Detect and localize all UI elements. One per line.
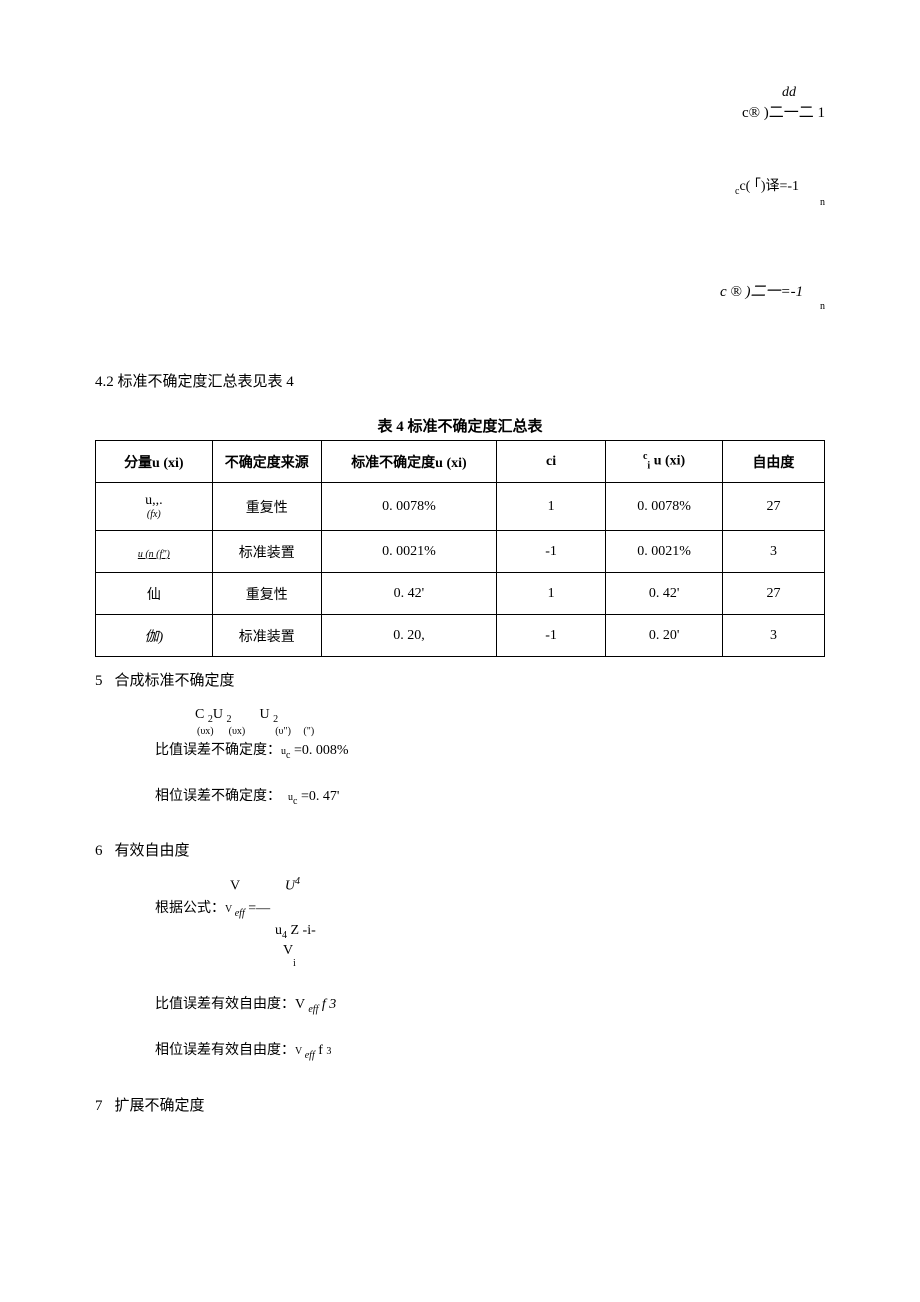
uncertainty-table: 分量u (xi) 不确定度来源 标准不确定度u (xi) ci ci u (xi… [95, 440, 825, 657]
th-std-unc: 标准不确定度u (xi) [321, 441, 496, 483]
th-ci: ci [496, 441, 605, 483]
dof2-label: 相位误差有效自由度： [155, 1043, 295, 1058]
f-c: C [195, 707, 208, 722]
cell-source: 重复性 [212, 573, 321, 615]
table-row: u (n (f") 标准装置 0. 0021% -1 0. 0021% 3 [96, 531, 825, 573]
table-row: 仙 重复性 0. 42' 1 0. 42' 27 [96, 573, 825, 615]
section-5: 5 合成标准不确定度 C 2U 2 U 2 (υx) (υx) (υ") (")… [95, 669, 825, 809]
veff-middle: 根据公式：V eff =— [155, 898, 825, 922]
section-5-formula: C 2U 2 U 2 (υx) (υx) (υ") (") 比值误差不确定度：u… [155, 704, 825, 809]
cell-dof: 27 [722, 483, 824, 531]
phase-unc-line: 相位误差不确定度： uc =0. 47' [155, 786, 825, 810]
table-row: u,,. (fx) 重复性 0. 0078% 1 0. 0078% 27 [96, 483, 825, 531]
u4-sup: 4 [295, 876, 300, 887]
dof1-label: 比值误差有效自由度：V [155, 997, 308, 1012]
cell-std: 0. 0078% [321, 483, 496, 531]
eq2-body: c( ｢)译=-1 [739, 179, 799, 194]
bot-rest: Z -i- [287, 923, 316, 938]
cell-c1a: u,,. [102, 493, 206, 509]
cell-std: 0. 0021% [321, 531, 496, 573]
cell-component: u,,. (fx) [96, 483, 213, 531]
cell-component: u (n (f") [96, 531, 213, 573]
phase-val: =0. 47' [297, 789, 339, 804]
cell-ciu: 0. 0078% [606, 483, 723, 531]
ratio-label: 比值误差不确定度： [155, 743, 281, 758]
section-7-num: 7 [95, 1098, 103, 1115]
eq3-sub: n [820, 301, 825, 312]
section-6-formula: V U4 根据公式：V eff =— u4 Z -i- V i 比值误差有效自由… [155, 874, 825, 1064]
eq1-dd: dd [782, 85, 825, 101]
formula-sub-line: (υx) (υx) (υ") (") [197, 724, 825, 740]
dof2-val: f [315, 1043, 327, 1058]
th-source: 不确定度来源 [212, 441, 321, 483]
table-header-row: 分量u (xi) 不确定度来源 标准不确定度u (xi) ci ci u (xi… [96, 441, 825, 483]
cell-ci: 1 [496, 573, 605, 615]
veff-bot2-sub: i [293, 956, 825, 972]
eq2-sub: n [820, 197, 825, 208]
th-ciu: ci u (xi) [606, 441, 723, 483]
th-dof: 自由度 [722, 441, 824, 483]
section-6-num: 6 [95, 843, 103, 860]
section-5-heading: 5 合成标准不确定度 [95, 669, 825, 690]
dof1-sub: eff [308, 1004, 318, 1015]
cell-c1a: u (n (f") [138, 549, 170, 560]
cell-c1a: 伽) [144, 630, 163, 645]
section-7-heading: 7 扩展不确定度 [95, 1094, 825, 1115]
section-7: 7 扩展不确定度 [95, 1094, 825, 1115]
equation-2: cc( ｢)译=-1 n [735, 175, 825, 208]
formula-prefix: 根据公式： [155, 901, 225, 916]
dof1-val: f 3 [318, 997, 336, 1012]
cell-std: 0. 20, [321, 615, 496, 657]
th-ciu-post: u (xi) [650, 454, 685, 469]
bot-u: u [275, 923, 282, 938]
dof2-sub: eff [302, 1050, 315, 1061]
u4-top: U [285, 879, 295, 894]
dof-ratio-line: 比值误差有效自由度：V eff f 3 [155, 994, 825, 1018]
ratio-unc-line: 比值误差不确定度：uc =0. 008% [155, 740, 825, 764]
veff-sub: eff [232, 908, 245, 919]
section-6-heading: 6 有效自由度 [95, 839, 825, 860]
section-4-2: 4.2 标准不确定度汇总表见表 4 [95, 370, 825, 391]
veff-top: V U4 [230, 874, 825, 898]
cell-std: 0. 42' [321, 573, 496, 615]
dof-phase-line: 相位误差有效自由度：V eff f 3 [155, 1040, 825, 1064]
ratio-val: =0. 008% [290, 743, 348, 758]
f-u: U [213, 707, 227, 722]
cell-component: 仙 [96, 573, 213, 615]
section-5-num: 5 [95, 673, 103, 690]
cell-ciu: 0. 0021% [606, 531, 723, 573]
bot-v-sub: i [293, 958, 296, 969]
v-top: V [230, 879, 240, 894]
section-6-title: 有效自由度 [115, 839, 190, 860]
cell-c1a: 仙 [147, 588, 161, 603]
section-6: 6 有效自由度 V U4 根据公式：V eff =— u4 Z -i- V i … [95, 839, 825, 1064]
eq3-body: c ® )二一=-1 [720, 280, 825, 301]
section-5-title: 合成标准不确定度 [115, 669, 235, 690]
table-caption: 表 4 标准不确定度汇总表 [95, 415, 825, 436]
section-7-title: 扩展不确定度 [115, 1094, 205, 1115]
cell-dof: 3 [722, 615, 824, 657]
phase-label: 相位误差不确定度： [155, 789, 288, 804]
equation-1: dd c® )二一二 1 [742, 85, 825, 122]
th-component: 分量u (xi) [96, 441, 213, 483]
cell-source: 标准装置 [212, 615, 321, 657]
f-sp: U [231, 707, 273, 722]
cell-ci: -1 [496, 615, 605, 657]
table-row: 伽) 标准装置 0. 20, -1 0. 20' 3 [96, 615, 825, 657]
cell-source: 标准装置 [212, 531, 321, 573]
cell-ciu: 0. 20' [606, 615, 723, 657]
equation-3: c ® )二一=-1 n [720, 280, 825, 312]
eq1-body: c® )二一二 1 [742, 101, 825, 122]
cell-ciu: 0. 42' [606, 573, 723, 615]
cell-c1b: (fx) [102, 509, 206, 520]
cell-ci: 1 [496, 483, 605, 531]
cell-source: 重复性 [212, 483, 321, 531]
veff-eq: =— [245, 901, 270, 916]
cell-dof: 27 [722, 573, 824, 615]
cell-dof: 3 [722, 531, 824, 573]
cell-ci: -1 [496, 531, 605, 573]
dof2-val3: 3 [326, 1046, 331, 1057]
cell-component: 伽) [96, 615, 213, 657]
bot-v: V [283, 943, 293, 958]
